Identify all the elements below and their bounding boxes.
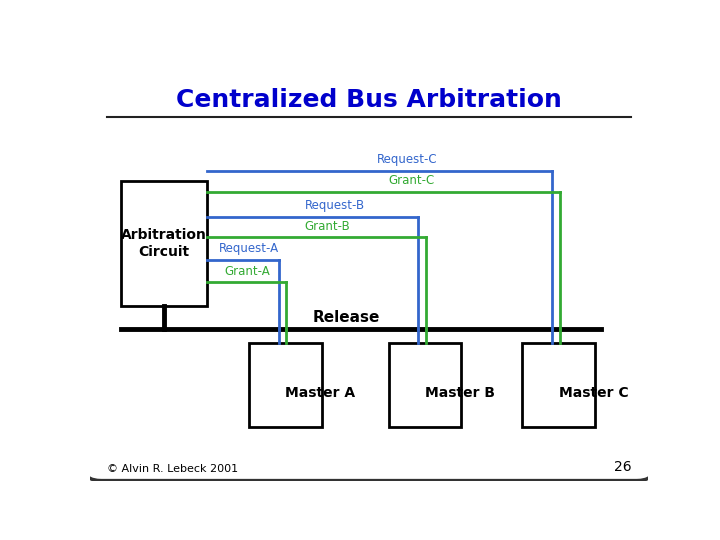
Bar xyxy=(523,343,595,427)
Text: Master B: Master B xyxy=(425,386,495,400)
Text: Request-A: Request-A xyxy=(218,242,279,255)
Text: Master A: Master A xyxy=(285,386,356,400)
Text: Request-B: Request-B xyxy=(305,199,365,212)
Text: Release: Release xyxy=(313,309,380,325)
Text: Grant-C: Grant-C xyxy=(388,174,435,187)
Text: Request-C: Request-C xyxy=(377,153,438,166)
Text: Master C: Master C xyxy=(559,386,629,400)
Bar xyxy=(389,343,461,427)
Bar xyxy=(249,343,322,427)
Text: © Alvin R. Lebeck 2001: © Alvin R. Lebeck 2001 xyxy=(107,464,238,474)
FancyBboxPatch shape xyxy=(84,60,654,481)
Text: Centralized Bus Arbitration: Centralized Bus Arbitration xyxy=(176,88,562,112)
Text: Grant-B: Grant-B xyxy=(305,220,351,233)
Bar xyxy=(121,181,207,306)
Text: 26: 26 xyxy=(613,461,631,474)
Text: Arbitration
Circuit: Arbitration Circuit xyxy=(121,228,207,259)
Text: Grant-A: Grant-A xyxy=(224,265,270,278)
